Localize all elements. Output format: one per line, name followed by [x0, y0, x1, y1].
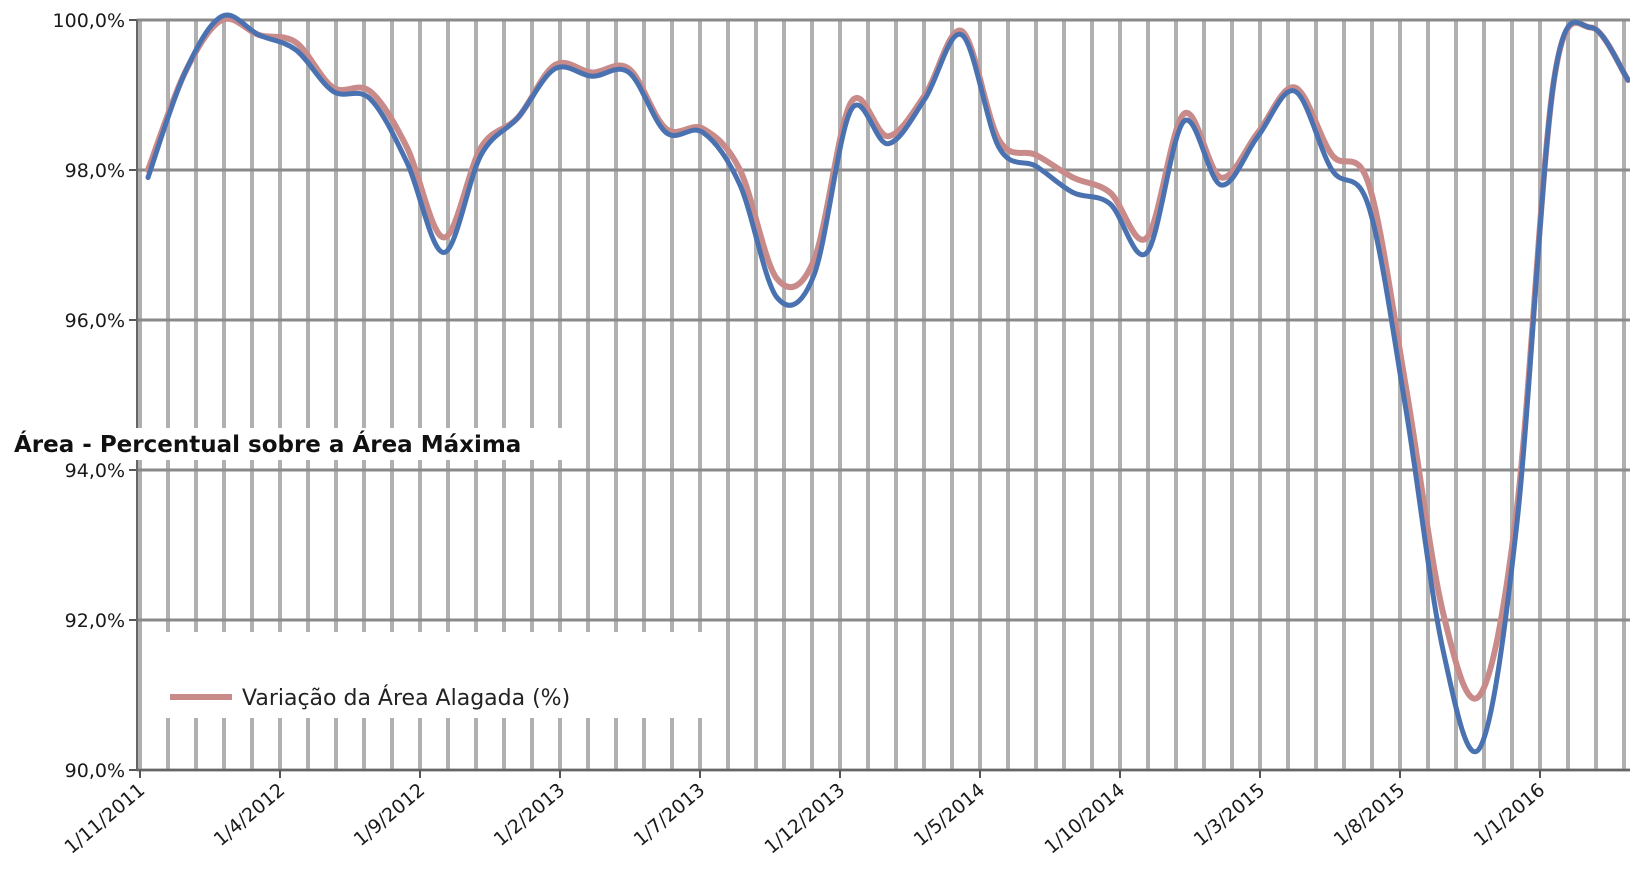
x-tick-label: 1/7/2013 [630, 779, 710, 851]
series-layer [145, 12, 1630, 755]
x-tick-label: 1/3/2015 [1190, 779, 1270, 851]
legend: Variação da Área Alagada (%) [152, 632, 720, 718]
legend-box [152, 632, 720, 718]
x-tick-label: 1/10/2014 [1040, 779, 1129, 858]
x-tick-label: 1/8/2015 [1330, 779, 1410, 851]
x-tick-label: 1/4/2012 [210, 779, 290, 851]
y-tick-label: 100,0% [53, 10, 125, 32]
x-tick-label: 1/11/2011 [60, 779, 149, 858]
series-line-blue [145, 12, 1630, 755]
series-line-variacao [145, 15, 1630, 702]
y-tick-label: 98,0% [65, 160, 125, 182]
legend-label: Variação da Área Alagada (%) [242, 685, 570, 711]
x-tick-label: 1/9/2012 [350, 779, 430, 851]
x-tick-label: 1/12/2013 [760, 779, 849, 858]
y-axis-title-group: Área - Percentual sobre a Área Máxima [10, 428, 570, 460]
x-tick-label: 1/5/2014 [910, 779, 990, 851]
y-tick-label: 94,0% [65, 460, 125, 482]
y-axis-title: Área - Percentual sobre a Área Máxima [14, 430, 521, 458]
y-tick-label: 92,0% [65, 610, 125, 632]
y-tick-label: 90,0% [65, 760, 125, 782]
x-tick-label: 1/1/2016 [1470, 779, 1550, 851]
x-tick-label: 1/2/2013 [490, 779, 570, 851]
y-tick-label: 96,0% [65, 310, 125, 332]
y-axis-title-background [10, 428, 570, 460]
